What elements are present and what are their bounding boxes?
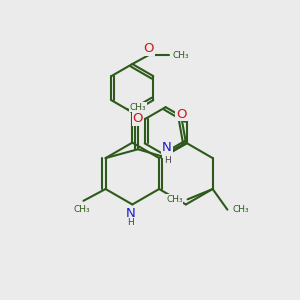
Text: CH₃: CH₃ [166, 195, 183, 204]
Text: O: O [176, 108, 187, 121]
Text: N: N [163, 144, 172, 157]
Text: CH₃: CH₃ [232, 205, 249, 214]
Text: O: O [133, 112, 143, 125]
Text: CH₃: CH₃ [74, 205, 90, 214]
Text: O: O [143, 42, 154, 55]
Text: H: H [128, 218, 134, 227]
Text: N: N [126, 207, 136, 220]
Text: N: N [162, 141, 172, 154]
Text: CH₃: CH₃ [130, 103, 146, 112]
Text: H: H [164, 156, 171, 165]
Text: CH₃: CH₃ [172, 51, 189, 60]
